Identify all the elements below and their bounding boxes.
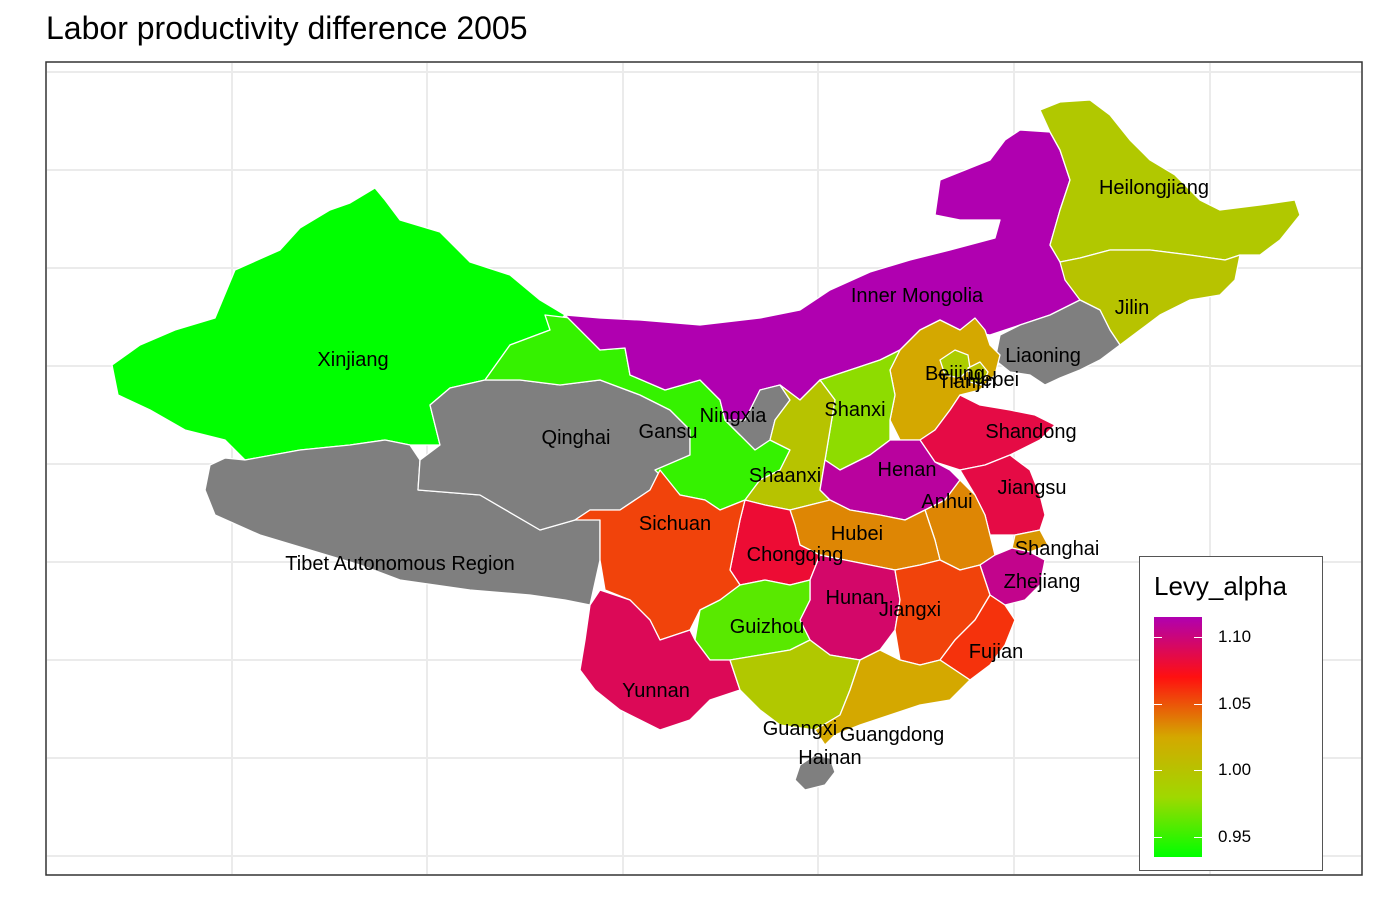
province-liaoning[interactable] <box>994 299 1121 386</box>
label-chongqing: Chongqing <box>747 544 844 566</box>
label-liaoning: Liaoning <box>1005 345 1081 367</box>
legend-tick-label: 0.95 <box>1218 827 1252 846</box>
label-shanghai: Shanghai <box>1015 538 1100 560</box>
label-qinghai: Qinghai <box>542 427 611 449</box>
label-sichuan: Sichuan <box>639 513 711 535</box>
province-tianjin[interactable] <box>967 361 989 386</box>
label-jiangxi: Jiangxi <box>879 599 941 621</box>
legend-title: Levy_alpha <box>1154 571 1287 601</box>
label-tibet: Tibet Autonomous Region <box>285 553 514 575</box>
legend-tick-label: 1.05 <box>1218 693 1252 713</box>
province-shapes <box>111 99 1301 791</box>
label-jiangsu: Jiangsu <box>998 477 1067 499</box>
province-labels: Xinjiang Tibet Autonomous Region Qinghai… <box>285 177 1209 769</box>
label-yunnan: Yunnan <box>622 680 690 702</box>
legend-tick-label: 1.10 <box>1218 627 1252 646</box>
label-fujian: Fujian <box>969 641 1023 663</box>
map-title: Labor productivity difference 2005 <box>46 10 528 46</box>
label-hainan: Hainan <box>798 747 861 769</box>
label-shaanxi: Shaanxi <box>749 465 821 487</box>
legend-tick-mark <box>1194 637 1202 638</box>
label-shanxi: Shanxi <box>824 399 885 421</box>
legend-tick-mark <box>1154 837 1162 838</box>
legend-tick-mark <box>1154 637 1162 638</box>
label-hunan: Hunan <box>826 587 885 609</box>
label-henan: Henan <box>878 459 937 481</box>
legend-tick-label: 1.00 <box>1218 760 1252 780</box>
label-anhui: Anhui <box>921 491 972 513</box>
label-beijing: Beijing <box>925 363 985 385</box>
label-tianjin: Tianjin <box>938 371 996 393</box>
province-heilongjiang[interactable] <box>1039 99 1301 263</box>
label-shandong: Shandong <box>985 421 1076 443</box>
label-hebei: Hebei <box>967 369 1019 391</box>
legend: Levy_alpha 1.10 1.05 1.00 0.95 <box>1139 556 1323 871</box>
label-hubei: Hubei <box>831 523 883 545</box>
legend-tick-mark <box>1154 770 1162 772</box>
label-ningxia: Ningxia <box>700 405 768 427</box>
province-shanghai[interactable] <box>1011 529 1049 553</box>
label-guizhou: Guizhou <box>730 616 805 638</box>
label-inner-mongolia: Inner Mongolia <box>851 285 984 307</box>
province-hainan[interactable] <box>794 754 836 791</box>
label-guangxi: Guangxi <box>763 718 838 740</box>
legend-tick-mark <box>1154 703 1162 705</box>
legend-colorbar <box>1154 617 1202 857</box>
label-jilin: Jilin <box>1115 297 1149 319</box>
label-zhejiang: Zhejiang <box>1004 571 1081 593</box>
label-gansu: Gansu <box>639 421 698 443</box>
label-heilongjiang: Heilongjiang <box>1099 177 1209 199</box>
province-shandong[interactable] <box>919 394 1056 471</box>
legend-tick-mark <box>1194 770 1202 772</box>
province-guangdong[interactable] <box>814 649 971 746</box>
legend-tick-mark <box>1194 703 1202 705</box>
label-xinjiang: Xinjiang <box>317 349 388 371</box>
label-guangdong: Guangdong <box>840 724 945 746</box>
legend-tick-mark <box>1194 837 1202 838</box>
